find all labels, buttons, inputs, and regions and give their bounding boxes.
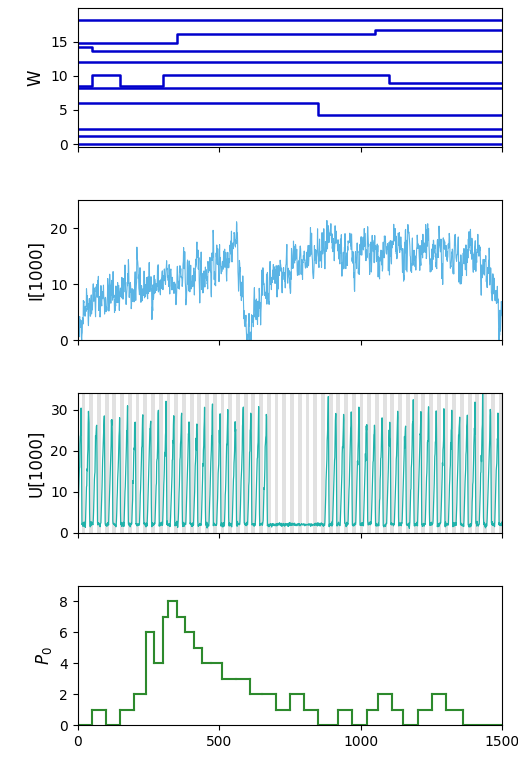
Bar <box>120 393 124 533</box>
Bar <box>429 393 433 533</box>
Bar <box>259 393 263 533</box>
Bar <box>491 393 495 533</box>
Bar <box>468 393 471 533</box>
Bar <box>151 393 155 533</box>
Bar <box>414 393 418 533</box>
Bar <box>359 393 364 533</box>
Bar <box>391 393 394 533</box>
Bar <box>329 393 333 533</box>
Bar <box>375 393 379 533</box>
Bar <box>205 393 209 533</box>
Y-axis label: I[1000]: I[1000] <box>27 240 45 300</box>
Bar <box>421 393 425 533</box>
Bar <box>97 393 101 533</box>
Bar <box>313 393 317 533</box>
Bar <box>398 393 402 533</box>
Bar <box>174 393 178 533</box>
Bar <box>344 393 348 533</box>
Bar <box>112 393 117 533</box>
Bar <box>236 393 240 533</box>
Y-axis label: W: W <box>27 69 45 86</box>
Y-axis label: $P_0$: $P_0$ <box>34 647 53 665</box>
Bar <box>166 393 170 533</box>
Bar <box>282 393 286 533</box>
Bar <box>321 393 325 533</box>
Bar <box>352 393 356 533</box>
Bar <box>213 393 217 533</box>
Y-axis label: U[1000]: U[1000] <box>27 429 45 497</box>
Bar <box>267 393 271 533</box>
Bar <box>460 393 464 533</box>
Bar <box>476 393 479 533</box>
Bar <box>483 393 487 533</box>
Bar <box>89 393 93 533</box>
Bar <box>105 393 109 533</box>
Bar <box>383 393 386 533</box>
Bar <box>437 393 441 533</box>
Bar <box>128 393 132 533</box>
Bar <box>251 393 255 533</box>
Bar <box>136 393 139 533</box>
Bar <box>275 393 279 533</box>
Bar <box>506 393 510 533</box>
Bar <box>499 393 502 533</box>
Bar <box>228 393 232 533</box>
Bar <box>298 393 301 533</box>
Bar <box>143 393 147 533</box>
Bar <box>406 393 410 533</box>
Bar <box>444 393 449 533</box>
Bar <box>81 393 85 533</box>
Bar <box>159 393 163 533</box>
Bar <box>244 393 248 533</box>
Bar <box>221 393 224 533</box>
Bar <box>367 393 371 533</box>
Bar <box>306 393 309 533</box>
Bar <box>452 393 456 533</box>
Bar <box>290 393 294 533</box>
Bar <box>336 393 340 533</box>
Bar <box>197 393 202 533</box>
Bar <box>182 393 186 533</box>
Bar <box>190 393 194 533</box>
